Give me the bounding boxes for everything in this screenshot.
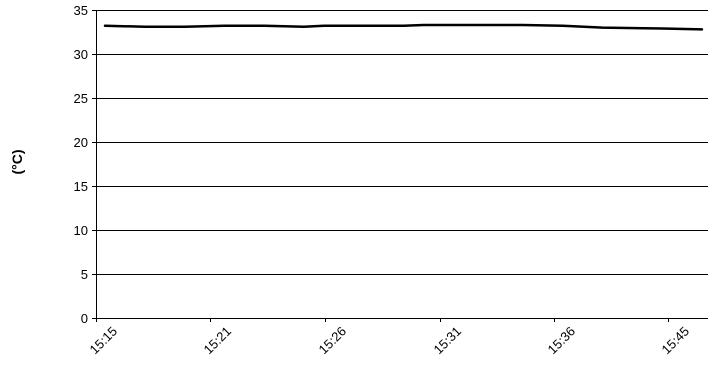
- y-tick-label: 20: [74, 135, 88, 150]
- y-tick-labels: 0 5 10 15 20 25 30 35: [74, 3, 88, 326]
- y-tick-label: 5: [81, 267, 88, 282]
- y-axis-label: (°C): [9, 149, 25, 174]
- x-tick-label: 15:31: [431, 324, 465, 358]
- y-tick-label: 35: [74, 3, 88, 18]
- x-tick-label: 15:15: [87, 324, 121, 358]
- series-line-0: [103, 23, 704, 31]
- y-tick-label: 30: [74, 47, 88, 62]
- x-tick-label: 15:45: [659, 324, 693, 358]
- y-tick-label: 25: [74, 91, 88, 106]
- y-tick-label: 15: [74, 179, 88, 194]
- x-tick-labels: 15:15 15:21 15:26 15:31 15:36 15:45: [87, 324, 693, 358]
- gridlines: [92, 10, 708, 319]
- y-tick-label: 0: [81, 311, 88, 326]
- axes: [96, 10, 669, 322]
- y-tick-label: 10: [74, 223, 88, 238]
- x-tick-label: 15:26: [316, 324, 350, 358]
- x-tick-label: 15:36: [545, 324, 579, 358]
- x-tick-label: 15:21: [201, 324, 235, 358]
- series-layer: [103, 23, 704, 31]
